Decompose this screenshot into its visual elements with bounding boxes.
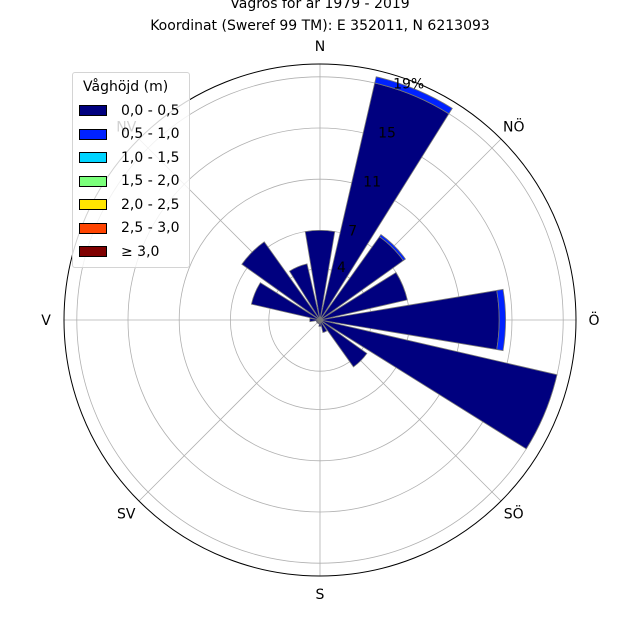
rose-bar	[319, 271, 408, 321]
rose-bar	[319, 319, 368, 368]
rose-bar	[496, 288, 507, 352]
legend-title: Våghöjd (m)	[83, 79, 169, 95]
legend-item: 2,0 - 2,5	[79, 193, 189, 217]
grid-spoke	[138, 319, 321, 502]
rose-bar	[250, 282, 321, 321]
legend-label: 2,5 - 3,0	[121, 220, 180, 237]
chart-title: Vågros för år 1979 - 2019	[230, 0, 410, 12]
legend-swatch	[79, 128, 107, 140]
legend-item: 0,5 - 1,0	[79, 123, 189, 147]
legend-swatch	[79, 152, 107, 164]
rose-bar	[319, 319, 328, 333]
legend-item: 1,0 - 1,5	[79, 146, 189, 170]
legend-label: 2,0 - 2,5	[121, 196, 180, 213]
direction-label: SÖ	[504, 505, 524, 523]
legend-swatch	[79, 105, 107, 117]
rose-bar	[319, 319, 558, 450]
radial-tick-label: 15	[378, 125, 396, 141]
rose-bar	[318, 319, 322, 327]
rose-bar	[304, 230, 336, 321]
legend-swatch	[79, 222, 107, 234]
legend-swatch	[79, 199, 107, 211]
legend-swatch	[79, 246, 107, 258]
radial-tick-label: 7	[348, 223, 357, 239]
legend-item: 2,5 - 3,0	[79, 217, 189, 241]
legend-item: 1,5 - 2,0	[79, 170, 189, 194]
direction-label: NÖ	[503, 117, 525, 135]
legend: Våghöjd (m) 0,0 - 0,5 0,5 - 1,0 1,0 - 1,5 1…	[72, 72, 190, 268]
legend-label: 1,5 - 2,0	[121, 173, 180, 190]
legend-item: 0,0 - 0,5	[79, 99, 189, 123]
legend-label: 1,0 - 1,5	[121, 149, 180, 166]
legend-label: ≥ 3,0	[121, 243, 160, 260]
direction-label: Ö	[588, 311, 599, 329]
direction-label: SV	[117, 507, 136, 523]
legend-item: ≥ 3,0	[79, 240, 189, 264]
rose-bar	[241, 241, 321, 321]
radial-tick-label: 11	[363, 174, 381, 190]
direction-label: N	[315, 39, 325, 55]
rose-bar	[374, 76, 453, 115]
radial-tick-label: 4	[337, 260, 346, 276]
rose-bar	[309, 317, 321, 323]
legend-swatch	[79, 175, 107, 187]
direction-label: S	[316, 587, 325, 603]
rose-bar	[378, 233, 407, 262]
chart-subtitle: Koordinat (Sweref 99 TM): E 352011, N 62…	[150, 18, 490, 34]
legend-label: 0,0 - 0,5	[121, 102, 180, 119]
rose-bar	[288, 263, 321, 321]
legend-label: 0,5 - 1,0	[121, 126, 180, 143]
outer-circle	[63, 63, 577, 577]
direction-label: V	[41, 313, 51, 329]
radial-tick-label: 19%	[393, 76, 424, 92]
